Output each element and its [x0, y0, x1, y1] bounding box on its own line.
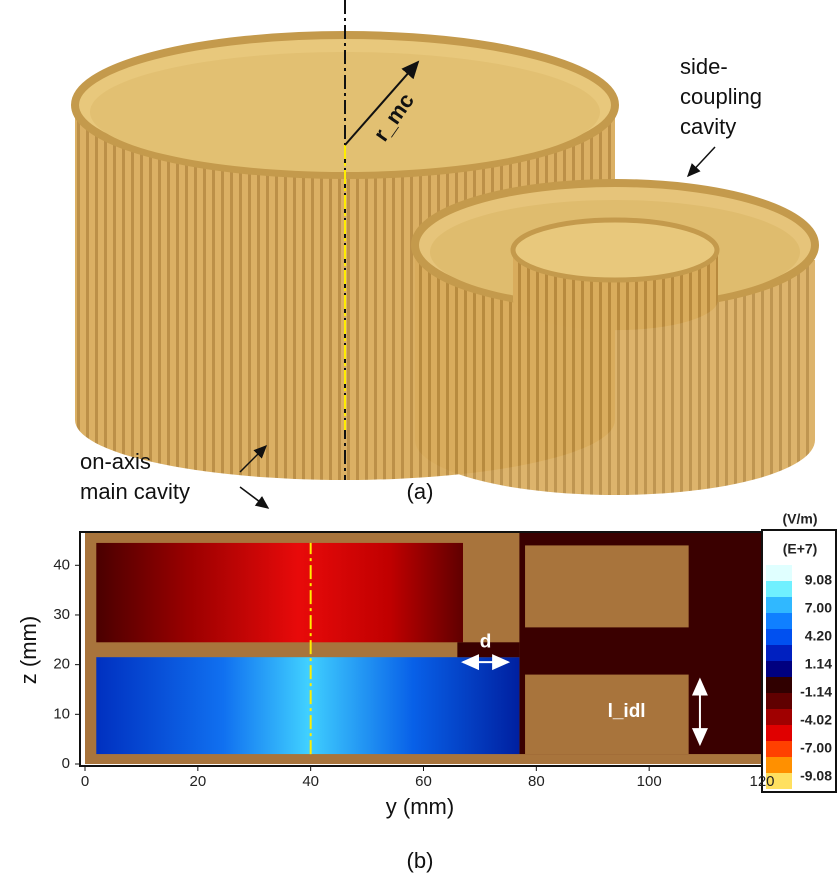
x-tick-label: 120	[749, 773, 774, 790]
caption: (b)	[407, 848, 434, 873]
colorbar-label: -4.02	[800, 712, 832, 728]
colorbar-label: -1.14	[800, 684, 832, 700]
side-label: side-	[680, 54, 728, 79]
x-tick-label: 0	[81, 773, 89, 790]
side-label: coupling	[680, 84, 762, 109]
y-tick-label: 10	[53, 705, 70, 722]
y-tick-label: 0	[62, 755, 70, 772]
main-label: on-axis	[80, 449, 151, 474]
y-axis-label: z (mm)	[16, 616, 41, 684]
colorbar-scale: (E+7)	[783, 541, 818, 557]
lower-field	[96, 657, 519, 754]
colorbar-label: -9.08	[800, 768, 832, 784]
main-label: main cavity	[80, 479, 190, 504]
x-tick-label: 100	[637, 773, 662, 790]
y-tick-label: 20	[53, 656, 70, 673]
colorbar-label: 1.14	[805, 656, 832, 672]
colorbar-unit: (V/m)	[783, 511, 818, 527]
x-axis-label: y (mm)	[386, 794, 454, 819]
field-plot	[80, 532, 762, 766]
colorbar-label: 4.20	[805, 628, 832, 644]
y-tick-label: 40	[53, 556, 70, 573]
colorbar-label: -7.00	[800, 740, 832, 756]
upper-field	[96, 543, 463, 642]
y-tick-label: 30	[53, 606, 70, 623]
x-tick-label: 60	[415, 773, 432, 790]
colorbar-label: 9.08	[805, 572, 832, 588]
annotation: l_idl	[608, 701, 646, 722]
colorbar-label: 7.00	[805, 600, 832, 616]
figure: r_mc side- coupling cavity on-axis main …	[0, 0, 840, 893]
caption: (a)	[407, 479, 434, 504]
annotation: d	[480, 631, 492, 652]
copper-block	[525, 545, 689, 627]
side-label: cavity	[680, 114, 736, 139]
x-tick-label: 20	[189, 773, 206, 790]
x-tick-label: 80	[528, 773, 545, 790]
x-tick-label: 40	[302, 773, 319, 790]
